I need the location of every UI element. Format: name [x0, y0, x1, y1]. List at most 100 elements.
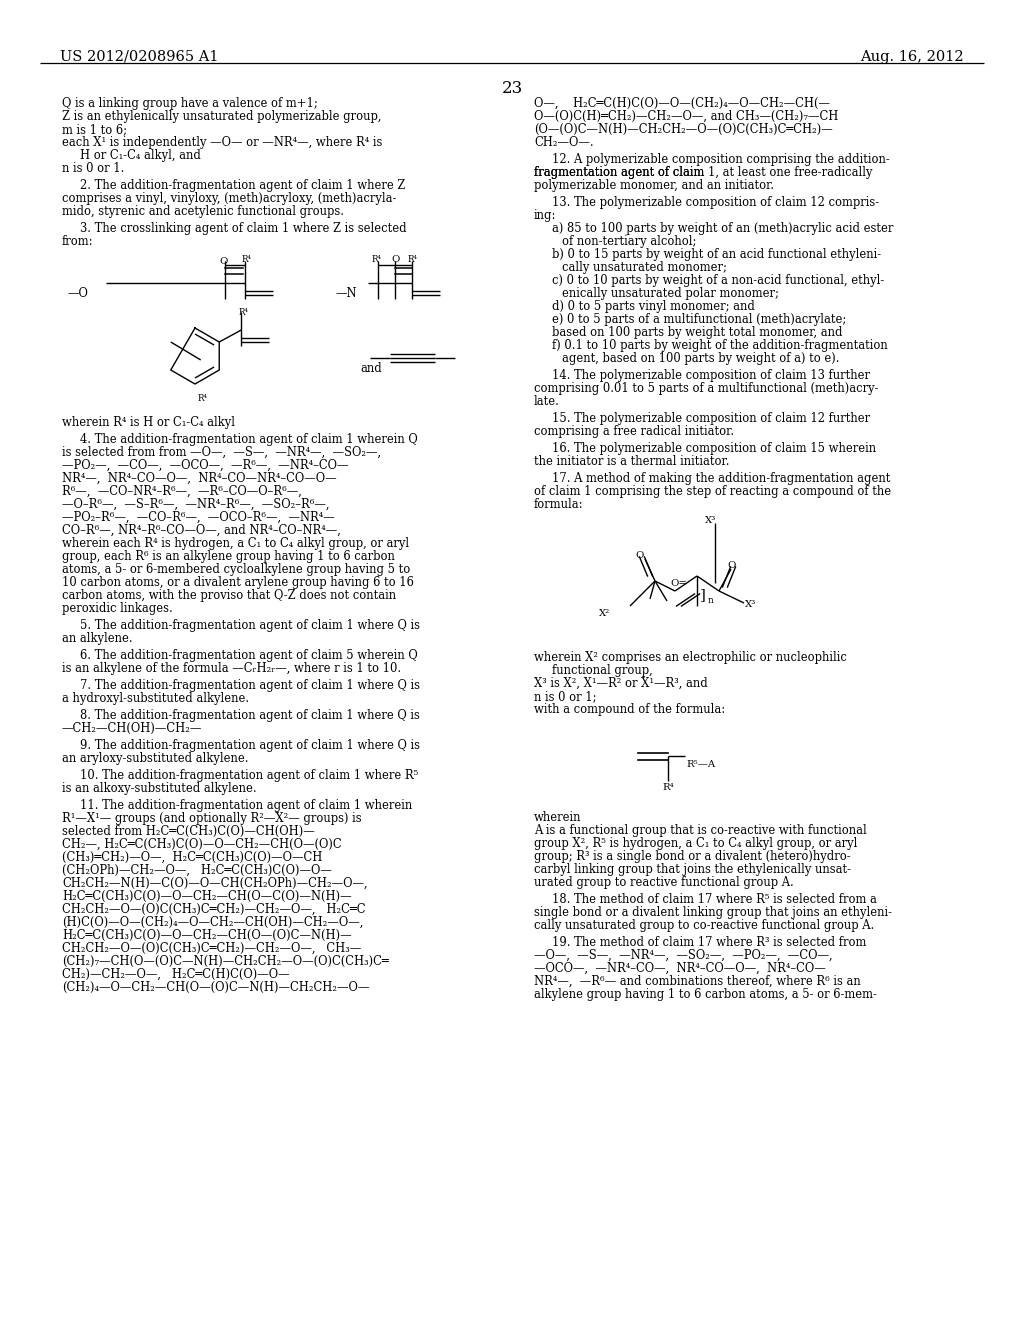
Text: Q is a linking group have a valence of m+1;: Q is a linking group have a valence of m…: [62, 96, 317, 110]
Text: R⁵—A: R⁵—A: [686, 760, 715, 770]
Text: is an alkoxy-substituted alkylene.: is an alkoxy-substituted alkylene.: [62, 781, 257, 795]
Text: cally unsaturated monomer;: cally unsaturated monomer;: [562, 261, 727, 275]
Text: of claim 1 comprising the step of reacting a compound of the: of claim 1 comprising the step of reacti…: [534, 484, 891, 498]
Text: ing:: ing:: [534, 209, 556, 222]
Text: CO–R⁶—, NR⁴–R⁶–CO—O—, and NR⁴–CO–NR⁴—,: CO–R⁶—, NR⁴–R⁶–CO—O—, and NR⁴–CO–NR⁴—,: [62, 524, 341, 537]
Text: with a compound of the formula:: with a compound of the formula:: [534, 704, 725, 715]
Text: d) 0 to 5 parts vinyl monomer; and: d) 0 to 5 parts vinyl monomer; and: [552, 300, 755, 313]
Text: Aug. 16, 2012: Aug. 16, 2012: [860, 50, 964, 63]
Text: A is a functional group that is co-reactive with functional: A is a functional group that is co-react…: [534, 824, 866, 837]
Text: (O—(O)C—N(H)—CH₂CH₂—O—(O)C(CH₃)C═CH₂)—: (O—(O)C—N(H)—CH₂CH₂—O—(O)C(CH₃)C═CH₂)—: [534, 123, 833, 136]
Text: O: O: [219, 257, 227, 267]
Text: —PO₂—,  —CO—,  —OCO—,  —R⁶—,  —NR⁴–CO—: —PO₂—, —CO—, —OCO—, —R⁶—, —NR⁴–CO—: [62, 459, 348, 473]
Text: R¹—X¹— groups (and optionally R²—X²— groups) is: R¹—X¹— groups (and optionally R²—X²— gro…: [62, 812, 361, 825]
Text: 18. The method of claim 17 where R⁵ is selected from a: 18. The method of claim 17 where R⁵ is s…: [552, 894, 877, 906]
Text: n is 0 or 1;: n is 0 or 1;: [534, 690, 597, 704]
Text: single bond or a divalent linking group that joins an ethyleni-: single bond or a divalent linking group …: [534, 906, 892, 919]
Text: 23: 23: [502, 81, 522, 96]
Text: is an alkylene of the formula —CᵣH₂ᵣ—, where r is 1 to 10.: is an alkylene of the formula —CᵣH₂ᵣ—, w…: [62, 663, 401, 675]
Text: comprising a free radical initiator.: comprising a free radical initiator.: [534, 425, 734, 438]
Text: 11. The addition-fragmentation agent of claim 1 wherein: 11. The addition-fragmentation agent of …: [80, 799, 413, 812]
Text: CH₂CH₂—N(H)—C(O)—O—CH(CH₂OPh)—CH₂—O—,: CH₂CH₂—N(H)—C(O)—O—CH(CH₂OPh)—CH₂—O—,: [62, 876, 368, 890]
Text: 19. The method of claim 17 where R³ is selected from: 19. The method of claim 17 where R³ is s…: [552, 936, 866, 949]
Text: (CH₂)₄—O—CH₂—CH(O—(O)C—N(H)—CH₂CH₂—O—: (CH₂)₄—O—CH₂—CH(O—(O)C—N(H)—CH₂CH₂—O—: [62, 981, 370, 994]
Text: CH₂CH₂—O—(O)C(CH₃)C═CH₂)—CH₂—O—,   CH₃—: CH₂CH₂—O—(O)C(CH₃)C═CH₂)—CH₂—O—, CH₃—: [62, 942, 361, 954]
Text: H or C₁-C₄ alkyl, and: H or C₁-C₄ alkyl, and: [80, 149, 201, 162]
Text: R⁴: R⁴: [662, 783, 674, 792]
Text: O: O: [635, 550, 643, 560]
Text: alkylene group having 1 to 6 carbon atoms, a 5- or 6-mem-: alkylene group having 1 to 6 carbon atom…: [534, 987, 877, 1001]
Text: f) 0.1 to 10 parts by weight of the addition-fragmentation: f) 0.1 to 10 parts by weight of the addi…: [552, 339, 888, 352]
Text: X³: X³: [706, 516, 717, 525]
Text: e) 0 to 5 parts of a multifunctional (meth)acrylate;: e) 0 to 5 parts of a multifunctional (me…: [552, 313, 846, 326]
Text: —N: —N: [335, 286, 356, 300]
Text: is selected from from —O—,  —S—,  —NR⁴—,  —SO₂—,: is selected from from —O—, —S—, —NR⁴—, —…: [62, 446, 381, 459]
Text: O—,    H₂C═C(H)C(O)—O—(CH₂)₄—O—CH₂—CH(—: O—, H₂C═C(H)C(O)—O—(CH₂)₄—O—CH₂—CH(—: [534, 96, 830, 110]
Text: the initiator is a thermal initiator.: the initiator is a thermal initiator.: [534, 455, 729, 469]
Text: cally unsaturated group to co-reactive functional group A.: cally unsaturated group to co-reactive f…: [534, 919, 874, 932]
Text: H₂C═C(CH₃)C(O)—O—CH₂—CH(O—C(O)—N(H)—: H₂C═C(CH₃)C(O)—O—CH₂—CH(O—C(O)—N(H)—: [62, 890, 351, 903]
Text: wherein each R⁴ is hydrogen, a C₁ to C₄ alkyl group, or aryl: wherein each R⁴ is hydrogen, a C₁ to C₄ …: [62, 537, 410, 550]
Text: 5. The addition-fragmentation agent of claim 1 where Q is: 5. The addition-fragmentation agent of c…: [80, 619, 420, 632]
Text: peroxidic linkages.: peroxidic linkages.: [62, 602, 173, 615]
Text: a hydroxyl-substituted alkylene.: a hydroxyl-substituted alkylene.: [62, 692, 249, 705]
Text: —PO₂–R⁶—,  —CO–R⁶—,  —OCO–R⁶—,  —NR⁴—: —PO₂–R⁶—, —CO–R⁶—, —OCO–R⁶—, —NR⁴—: [62, 511, 335, 524]
Text: n: n: [708, 597, 714, 605]
Text: NR⁴—,  —R⁶— and combinations thereof, where R⁶ is an: NR⁴—, —R⁶— and combinations thereof, whe…: [534, 975, 861, 987]
Text: X³ is X², X¹—R² or X¹—R³, and: X³ is X², X¹—R² or X¹—R³, and: [534, 677, 708, 690]
Text: —O–R⁶—,  —S–R⁶—,  —NR⁴–R⁶—,  —SO₂–R⁶—,: —O–R⁶—, —S–R⁶—, —NR⁴–R⁶—, —SO₂–R⁶—,: [62, 498, 330, 511]
Text: fragmentation agent of claim: fragmentation agent of claim: [534, 166, 708, 180]
Text: 7. The addition-fragmentation agent of claim 1 where Q is: 7. The addition-fragmentation agent of c…: [80, 678, 420, 692]
Text: R⁴: R⁴: [408, 255, 418, 264]
Text: group, each R⁶ is an alkylene group having 1 to 6 carbon: group, each R⁶ is an alkylene group havi…: [62, 550, 395, 564]
Text: agent, based on 100 parts by weight of a) to e).: agent, based on 100 parts by weight of a…: [562, 352, 840, 366]
Text: CH₂)—CH₂—O—,   H₂C═C(H)C(O)—O—: CH₂)—CH₂—O—, H₂C═C(H)C(O)—O—: [62, 968, 290, 981]
Text: 13. The polymerizable composition of claim 12 compris-: 13. The polymerizable composition of cla…: [552, 195, 880, 209]
Text: 9. The addition-fragmentation agent of claim 1 where Q is: 9. The addition-fragmentation agent of c…: [80, 739, 420, 752]
Text: —O: —O: [67, 286, 88, 300]
Text: a) 85 to 100 parts by weight of an (meth)acrylic acid ester: a) 85 to 100 parts by weight of an (meth…: [552, 222, 893, 235]
Text: 12. A polymerizable composition comprising the addition-: 12. A polymerizable composition comprisi…: [552, 153, 890, 166]
Text: —O—,  —S—,  —NR⁴—,  —SO₂—,  —PO₂—,  —CO—,: —O—, —S—, —NR⁴—, —SO₂—, —PO₂—, —CO—,: [534, 949, 833, 962]
Text: —OCO—,  —NR⁴–CO—,  NR⁴–CO—O—,  NR⁴–CO—: —OCO—, —NR⁴–CO—, NR⁴–CO—O—, NR⁴–CO—: [534, 962, 825, 975]
Text: an aryloxy-substituted alkylene.: an aryloxy-substituted alkylene.: [62, 752, 249, 766]
Text: wherein: wherein: [534, 810, 582, 824]
Text: polymerizable monomer, and an initiator.: polymerizable monomer, and an initiator.: [534, 180, 774, 191]
Text: 2. The addition-fragmentation agent of claim 1 where Z: 2. The addition-fragmentation agent of c…: [80, 180, 406, 191]
Text: 15. The polymerizable composition of claim 12 further: 15. The polymerizable composition of cla…: [552, 412, 870, 425]
Text: CH₂CH₂—O—(O)C(CH₃)C═CH₂)—CH₂—O—,   H₂C═C: CH₂CH₂—O—(O)C(CH₃)C═CH₂)—CH₂—O—, H₂C═C: [62, 903, 366, 916]
Text: n is 0 or 1.: n is 0 or 1.: [62, 162, 124, 176]
Text: 4. The addition-fragmentation agent of claim 1 wherein Q: 4. The addition-fragmentation agent of c…: [80, 433, 418, 446]
Text: (H)C(O)—O—(CH₂)₄—O—CH₂—CH(OH)—CH₂—O—,: (H)C(O)—O—(CH₂)₄—O—CH₂—CH(OH)—CH₂—O—,: [62, 916, 364, 929]
Text: R⁴: R⁴: [372, 255, 382, 264]
Text: 10 carbon atoms, or a divalent arylene group having 6 to 16: 10 carbon atoms, or a divalent arylene g…: [62, 576, 414, 589]
Text: 3. The crosslinking agent of claim 1 where Z is selected: 3. The crosslinking agent of claim 1 whe…: [80, 222, 407, 235]
Text: O=: O=: [670, 579, 687, 587]
Text: an alkylene.: an alkylene.: [62, 632, 133, 645]
Text: m is 1 to 6;: m is 1 to 6;: [62, 123, 127, 136]
Text: urated group to reactive functional group A.: urated group to reactive functional grou…: [534, 876, 794, 888]
Text: 14. The polymerizable composition of claim 13 further: 14. The polymerizable composition of cla…: [552, 370, 870, 381]
Text: 10. The addition-fragmentation agent of claim 1 where R⁵: 10. The addition-fragmentation agent of …: [80, 770, 418, 781]
Text: 6. The addition-fragmentation agent of claim 5 wherein Q: 6. The addition-fragmentation agent of c…: [80, 649, 418, 663]
Text: of non-tertiary alcohol;: of non-tertiary alcohol;: [562, 235, 696, 248]
Text: CH₂—, H₂C═C(CH₃)C(O)—O—CH₂—CH(O—(O)C: CH₂—, H₂C═C(CH₃)C(O)—O—CH₂—CH(O—(O)C: [62, 838, 342, 851]
Text: b) 0 to 15 parts by weight of an acid functional ethyleni-: b) 0 to 15 parts by weight of an acid fu…: [552, 248, 881, 261]
Text: R⁴: R⁴: [198, 393, 208, 403]
Text: R⁴: R⁴: [242, 255, 252, 264]
Text: based on 100 parts by weight total monomer, and: based on 100 parts by weight total monom…: [552, 326, 843, 339]
Text: carbyl linking group that joins the ethylenically unsat-: carbyl linking group that joins the ethy…: [534, 863, 851, 876]
Text: X²: X²: [599, 609, 610, 618]
Text: comprising 0.01 to 5 parts of a multifunctional (meth)acry-: comprising 0.01 to 5 parts of a multifun…: [534, 381, 879, 395]
Text: (CH₃)═CH₂)—O—,  H₂C═C(CH₃)C(O)—O—CH: (CH₃)═CH₂)—O—, H₂C═C(CH₃)C(O)—O—CH: [62, 851, 323, 865]
Text: —CH₂—CH(OH)—CH₂—: —CH₂—CH(OH)—CH₂—: [62, 722, 203, 735]
Text: NR⁴—,  NR⁴–CO—O—,  NR⁴–CO—NR⁴–CO—O—: NR⁴—, NR⁴–CO—O—, NR⁴–CO—NR⁴–CO—O—: [62, 473, 337, 484]
Text: CH₂—O—.: CH₂—O—.: [534, 136, 594, 149]
Text: group X², R⁵ is hydrogen, a C₁ to C₄ alkyl group, or aryl: group X², R⁵ is hydrogen, a C₁ to C₄ alk…: [534, 837, 857, 850]
Text: R⁴: R⁴: [239, 308, 248, 317]
Text: O—(O)C(H)═CH₂)—CH₂—O—, and CH₃—(CH₂)₇—CH: O—(O)C(H)═CH₂)—CH₂—O—, and CH₃—(CH₂)₇—CH: [534, 110, 839, 123]
Text: fragmentation agent of claim 1, at least one free-radically: fragmentation agent of claim 1, at least…: [534, 166, 872, 180]
Text: (CH₂OPh)—CH₂—O—,   H₂C═C(CH₃)C(O)—O—: (CH₂OPh)—CH₂—O—, H₂C═C(CH₃)C(O)—O—: [62, 865, 332, 876]
Text: each X¹ is independently —O— or —NR⁴—, where R⁴ is: each X¹ is independently —O— or —NR⁴—, w…: [62, 136, 382, 149]
Text: (CH₂)₇—CH(O—(O)C—N(H)—CH₂CH₂—O—(O)C(CH₃)C═: (CH₂)₇—CH(O—(O)C—N(H)—CH₂CH₂—O—(O)C(CH₃)…: [62, 954, 389, 968]
